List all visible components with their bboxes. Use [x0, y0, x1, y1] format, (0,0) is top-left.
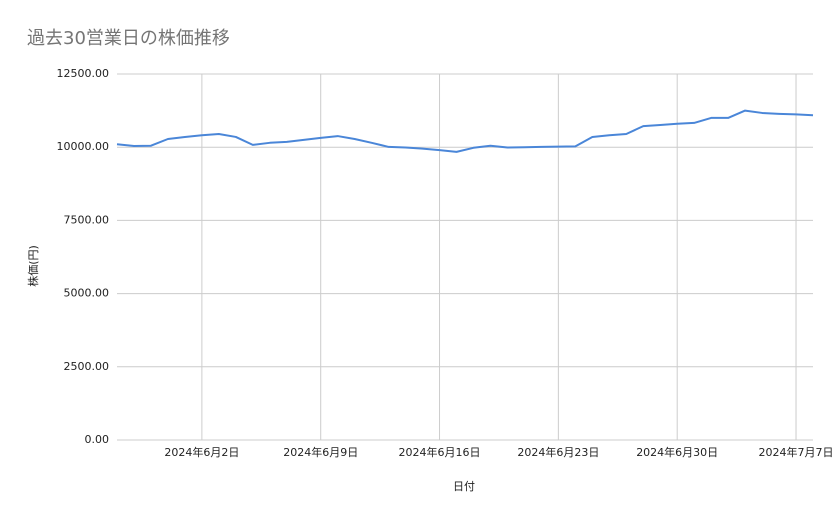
chart-title: 過去30営業日の株価推移	[27, 28, 230, 49]
y-tick-label: 10000.00	[57, 140, 110, 153]
x-tick-label: 2024年6月16日	[399, 445, 481, 459]
y-axis-label: 株価(円)	[26, 245, 40, 287]
line	[116, 109, 814, 153]
y-tick-label: 5000.00	[64, 287, 110, 300]
x-tick-label: 2024年6月9日	[283, 445, 358, 459]
y-tick-label: 12500.00	[57, 67, 110, 80]
y-tick-label: 0.00	[85, 433, 110, 446]
x-tick-label: 2024年6月2日	[164, 445, 239, 459]
x-axis-label: 日付	[453, 480, 475, 493]
x-tick-label: 2024年6月23日	[517, 445, 599, 459]
x-tick-label: 2024年7月7日	[759, 445, 834, 459]
x-tick-label: 2024年6月30日	[636, 445, 718, 459]
y-tick-label: 2500.00	[64, 360, 110, 373]
y-tick-label: 7500.00	[64, 213, 110, 226]
